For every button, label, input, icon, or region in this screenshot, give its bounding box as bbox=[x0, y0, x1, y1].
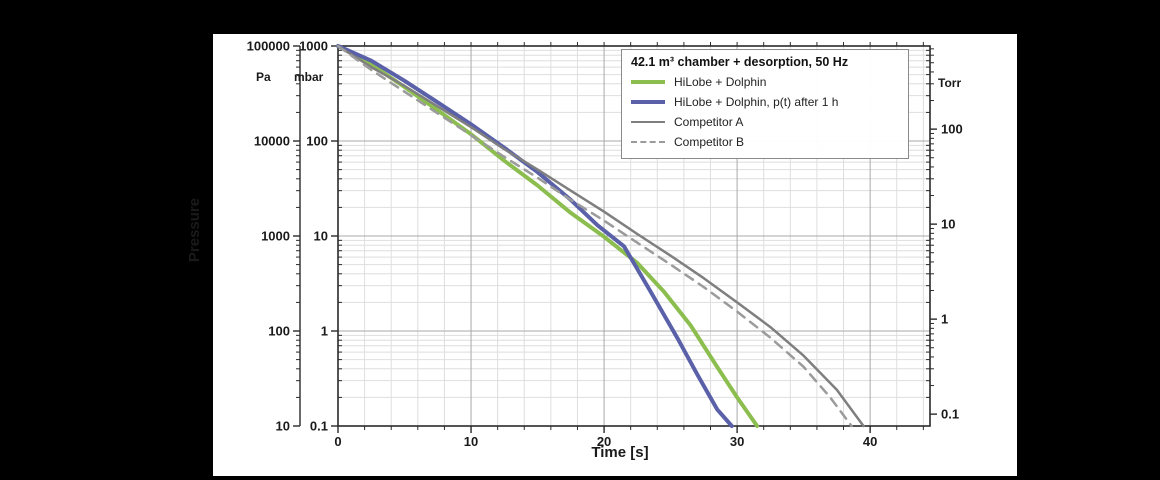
legend-swatch-green-line bbox=[631, 80, 665, 84]
tick-label: 1000 bbox=[261, 229, 290, 244]
tick-label: 100 bbox=[268, 324, 290, 339]
legend-swatch-blue-line bbox=[631, 100, 665, 104]
y-axis-title: Pressure bbox=[186, 197, 203, 263]
legend-swatch-gray-line bbox=[631, 121, 665, 123]
tick-label: 20 bbox=[597, 434, 611, 449]
y-axis-unit-pa: Pa bbox=[256, 70, 271, 84]
axes: 0 10 20 30 4010001001010.1100000100001000100… bbox=[247, 39, 963, 450]
legend-label: HiLobe + Dolphin, p(t) after 1 h bbox=[674, 95, 839, 109]
tick-label: 10 bbox=[464, 434, 478, 449]
legend-label: Competitor B bbox=[674, 135, 745, 149]
series-line-3 bbox=[336, 44, 853, 428]
legend-label: HiLobe + Dolphin bbox=[674, 75, 767, 89]
series-line-0 bbox=[336, 44, 760, 428]
legend-item-1: HiLobe + Dolphin, p(t) after 1 h bbox=[631, 92, 899, 112]
tick-label: 1 bbox=[941, 312, 948, 327]
tick-label: 100000 bbox=[247, 39, 290, 54]
legend-title: 42.1 m³ chamber + desorption, 50 Hz bbox=[631, 55, 849, 69]
tick-label: 1000 bbox=[299, 39, 328, 54]
series-line-2 bbox=[336, 44, 865, 428]
tick-label: 0.1 bbox=[941, 407, 959, 422]
tick-label: 0 bbox=[334, 434, 341, 449]
tick-label: 10000 bbox=[254, 134, 290, 149]
legend-item-3: Competitor B bbox=[631, 132, 899, 152]
tick-label: 1 bbox=[321, 324, 328, 339]
y-axis-unit-torr: Torr bbox=[938, 76, 962, 90]
tick-label: 100 bbox=[306, 134, 328, 149]
legend-item-0: HiLobe + Dolphin bbox=[631, 72, 899, 92]
legend: 42.1 m³ chamber + desorption, 50 Hz HiLo… bbox=[621, 49, 909, 159]
tick-label: 30 bbox=[730, 434, 744, 449]
tick-label: 100 bbox=[941, 122, 963, 137]
legend-label: Competitor A bbox=[674, 115, 744, 129]
plot-border bbox=[337, 45, 931, 427]
legend-swatch-gray-dashed-line bbox=[631, 141, 665, 143]
x-axis-title: Time [s] bbox=[591, 444, 649, 461]
tick-label: 10 bbox=[941, 217, 955, 232]
tick-label: 10 bbox=[276, 419, 290, 434]
tick-label: 40 bbox=[863, 434, 877, 449]
series bbox=[336, 44, 865, 428]
y-axis-unit-mbar: mbar bbox=[294, 70, 324, 84]
tick-label: 10 bbox=[314, 229, 328, 244]
legend-item-2: Competitor A bbox=[631, 112, 899, 132]
tick-label: 0.1 bbox=[310, 419, 328, 434]
